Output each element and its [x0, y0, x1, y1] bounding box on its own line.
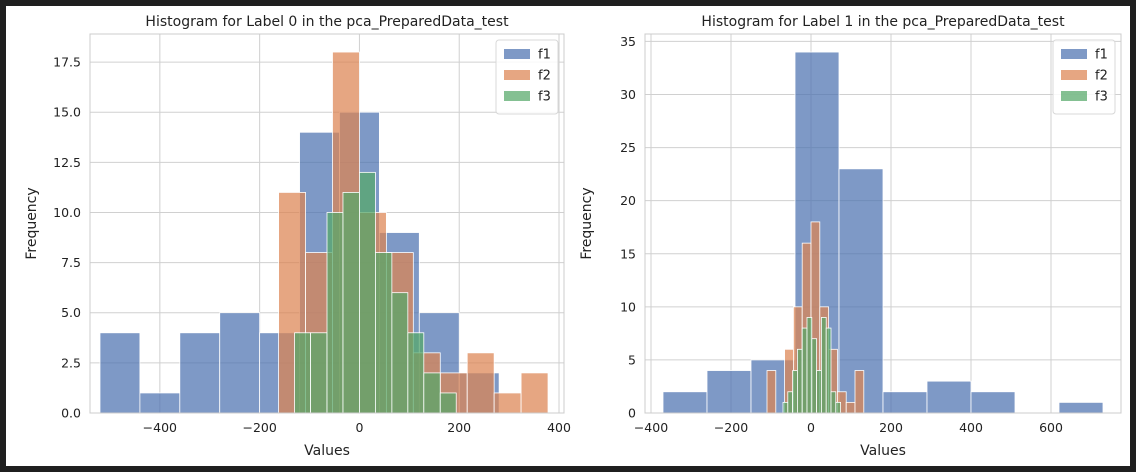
bar-f3	[423, 372, 441, 414]
chart-title: Histogram for Label 0 in the pca_Prepare…	[145, 14, 509, 30]
x-tick-label: 400	[547, 420, 571, 435]
y-tick-label: 5	[628, 352, 636, 367]
x-tick-label: −200	[714, 420, 748, 435]
bar-f3	[407, 332, 425, 414]
legend-swatch-f2	[504, 70, 530, 80]
bar-f3	[811, 338, 817, 414]
x-tick-label: 200	[447, 420, 471, 435]
bar-f3	[310, 332, 328, 414]
y-tick-label: 30	[620, 87, 636, 102]
bar-f3	[835, 401, 841, 414]
y-axis-label: Frequency	[579, 187, 595, 259]
bar-f3	[821, 317, 827, 414]
bar-f3	[391, 292, 409, 414]
bar-f3	[374, 252, 393, 414]
y-tick-label: 17.5	[53, 55, 81, 70]
chart-title: Histogram for Label 1 in the pca_Prepare…	[701, 14, 1065, 30]
bar-f3	[830, 391, 837, 414]
y-tick-label: 35	[620, 34, 636, 49]
bar-f1	[970, 391, 1016, 414]
bar-f1	[139, 392, 181, 414]
bar-f3	[797, 348, 803, 414]
bar-f3	[342, 192, 360, 414]
y-tick-label: 25	[620, 140, 636, 155]
bar-f2	[520, 372, 549, 414]
legend-swatch-f3	[504, 91, 530, 101]
bar-f2	[466, 352, 495, 414]
legend-swatch-f1	[1061, 49, 1087, 59]
bar-f2	[845, 401, 856, 414]
bar-f2	[493, 392, 522, 414]
legend-swatch-f3	[1061, 91, 1087, 101]
bar-f1	[882, 391, 928, 414]
legend-label-f1: f1	[1095, 48, 1108, 63]
y-tick-label: 12.5	[53, 155, 81, 170]
plot-frame	[89, 33, 565, 414]
bar-f1	[706, 370, 752, 414]
x-tick-label: 400	[959, 420, 983, 435]
x-axis-label: Values	[860, 443, 906, 459]
x-tick-label: 200	[879, 420, 903, 435]
bar-f1	[99, 332, 141, 414]
y-tick-label: 10	[620, 299, 636, 314]
bar-f1	[926, 380, 972, 414]
bar-f3	[801, 327, 808, 414]
y-tick-label: 0	[628, 406, 636, 421]
bar-f3	[359, 171, 376, 414]
histogram-figure: −400 −200 0 200 4000.02.55.07.510.012.515.01…	[24, 14, 1122, 459]
x-axis-label: Values	[304, 443, 350, 459]
bar-f3	[806, 317, 813, 414]
legend-label-f3: f3	[1095, 90, 1108, 105]
bar-f3	[326, 212, 344, 414]
x-tick-label: −400	[634, 420, 668, 435]
figure: −400 −200 0 200 400 0.0 2.5 5.0 7.5 10.0 12.5 15.0 1…	[6, 6, 1130, 466]
legend-label-f1: f1	[538, 48, 551, 63]
x-tick-label: 0	[807, 420, 815, 435]
bar-f2	[766, 370, 777, 414]
y-axis-label: Frequency	[24, 187, 40, 259]
y-tick-label: 7.5	[61, 255, 81, 270]
bar-f3	[294, 332, 311, 414]
bar-f1	[662, 391, 708, 414]
y-tick-label: 15.0	[53, 105, 81, 120]
x-tick-label: 600	[1039, 420, 1063, 435]
y-tick-label: 15	[620, 246, 636, 261]
bar-f3	[782, 401, 789, 414]
y-tick-label: 2.5	[61, 355, 81, 370]
y-tick-label: 10.0	[53, 205, 81, 220]
bar-f3	[792, 370, 798, 414]
bar-f2	[854, 370, 865, 414]
plot-frame	[644, 33, 1122, 414]
legend-label-f2: f2	[538, 69, 551, 84]
bar-f3	[816, 370, 822, 414]
bar-f3	[787, 391, 793, 414]
y-tick-label: 20	[620, 193, 636, 208]
x-tick-label: −200	[242, 420, 276, 435]
legend-swatch-f2	[1061, 70, 1087, 80]
legend: f1 f2 f3	[1052, 39, 1116, 115]
bar-f1	[1058, 401, 1104, 414]
histogram-panel-1: −400 −200 0 200 400 600 0 5 10 15 20 25 30 35 Histogra…	[579, 14, 1122, 459]
bar-f1	[219, 312, 261, 414]
legend-swatch-f1	[504, 49, 530, 59]
bar-f3	[439, 392, 457, 414]
y-tick-label: 5.0	[61, 305, 81, 320]
bar-f3	[825, 327, 832, 414]
bar-f1	[179, 332, 221, 414]
y-tick-label: 0.0	[61, 406, 81, 421]
legend-label-f2: f2	[1095, 69, 1108, 84]
histogram-panel-0: −400 −200 0 200 400 0.0 2.5 5.0 7.5 10.0 12.5 15.0 1…	[24, 14, 571, 459]
x-tick-label: −400	[143, 420, 177, 435]
legend: f1 f2 f3	[495, 39, 559, 115]
legend-label-f3: f3	[538, 90, 551, 105]
x-tick-label: 0	[355, 420, 363, 435]
